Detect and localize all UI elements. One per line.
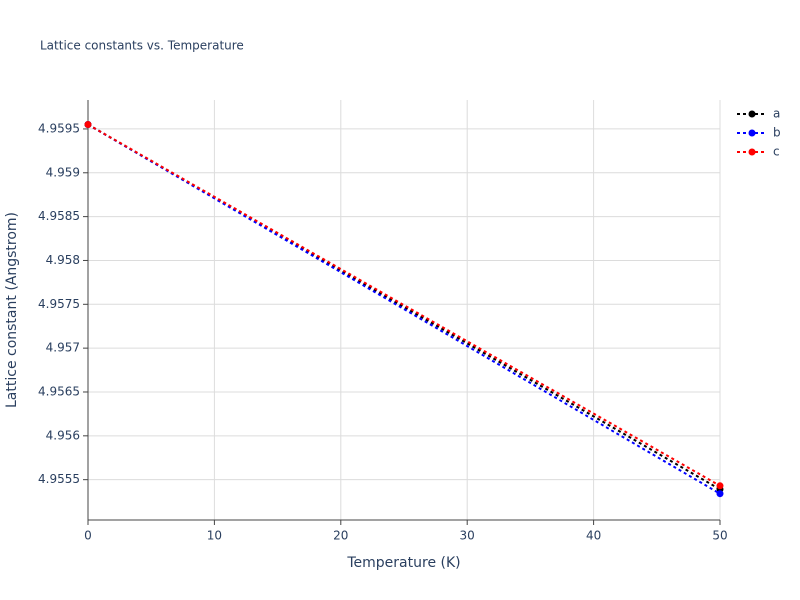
x-tick-label: 50 xyxy=(712,529,727,543)
x-tick-label: 20 xyxy=(333,529,348,543)
marker xyxy=(716,490,724,498)
y-tick-label: 4.957 xyxy=(46,341,80,355)
x-tick-label: 10 xyxy=(207,529,222,543)
legend: abc xyxy=(737,107,781,159)
x-axis-title: Temperature (K) xyxy=(346,555,460,571)
y-tick-label: 4.959 xyxy=(46,165,80,179)
y-tick-label: 4.958 xyxy=(46,253,80,267)
legend-marker xyxy=(748,129,756,137)
legend-marker xyxy=(748,148,756,156)
y-tick-label: 4.9585 xyxy=(38,209,80,223)
series-line xyxy=(87,123,721,495)
y-tick-label: 4.9555 xyxy=(38,472,80,486)
y-tick-label: 4.9575 xyxy=(38,297,80,311)
legend-label: c xyxy=(773,145,780,159)
legend-label: a xyxy=(773,107,780,121)
legend-marker xyxy=(748,110,756,118)
y-tick-label: 4.9565 xyxy=(38,384,80,398)
x-tick-label: 0 xyxy=(84,529,92,543)
legend-label: b xyxy=(773,126,781,140)
marker xyxy=(716,482,724,490)
y-tick-label: 4.956 xyxy=(46,428,80,442)
chart-title: Lattice constants vs. Temperature xyxy=(40,39,244,53)
x-tick-label: 40 xyxy=(586,529,601,543)
x-tick-label: 30 xyxy=(460,529,475,543)
marker xyxy=(84,121,92,129)
series-line xyxy=(87,123,721,487)
grid: 4.9555 4.956 4.9565 4.957 4.9575 4.958 4.9585 4… xyxy=(38,100,728,543)
y-tick-label: 4.9595 xyxy=(38,121,80,135)
y-axis-title: Lattice constant (Angstrom) xyxy=(4,212,20,408)
plot-area xyxy=(84,121,724,498)
